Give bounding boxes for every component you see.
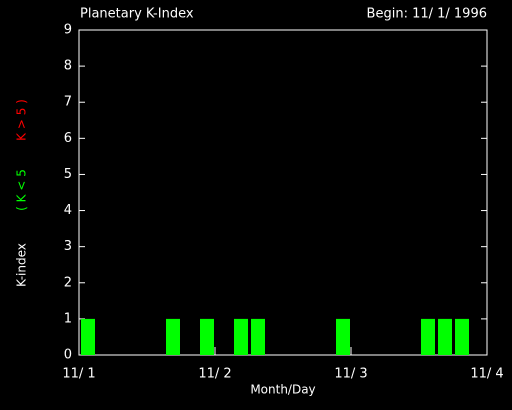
y-tick-label: 8: [64, 59, 72, 74]
chart-title: Planetary K-Index: [80, 7, 194, 22]
y-tick-label: 7: [64, 95, 72, 110]
y-tick-label: 6: [64, 131, 72, 146]
bar: [336, 318, 350, 355]
y-tick-label: 1: [64, 311, 72, 326]
y-axis-label: ( K < 5: [15, 169, 29, 211]
y-tick-label: 5: [64, 167, 72, 182]
y-axis-label: K > 5 ): [15, 99, 29, 141]
x-tick-label: 11/ 3: [334, 367, 367, 382]
bar: [251, 318, 265, 355]
x-tick-label: 11/ 1: [62, 367, 95, 382]
bar: [438, 318, 452, 355]
y-tick-label: 2: [64, 275, 72, 290]
y-tick-label: 0: [64, 348, 72, 363]
bar: [234, 318, 248, 355]
bar: [166, 318, 180, 355]
bar: [200, 318, 214, 355]
y-tick-label: 3: [64, 239, 72, 254]
bar: [81, 318, 95, 355]
bar: [455, 318, 469, 355]
x-tick-label: 11/ 4: [470, 367, 503, 382]
bar: [421, 318, 435, 355]
y-tick-label: 4: [64, 203, 72, 218]
y-axis-label: K-index: [15, 243, 29, 287]
x-axis-label: Month/Day: [250, 383, 315, 397]
plot-frame: [78, 29, 488, 356]
y-tick-label: 9: [64, 23, 72, 38]
chart-subtitle: Begin: 11/ 1/ 1996: [367, 7, 487, 22]
x-tick-label: 11/ 2: [198, 367, 231, 382]
